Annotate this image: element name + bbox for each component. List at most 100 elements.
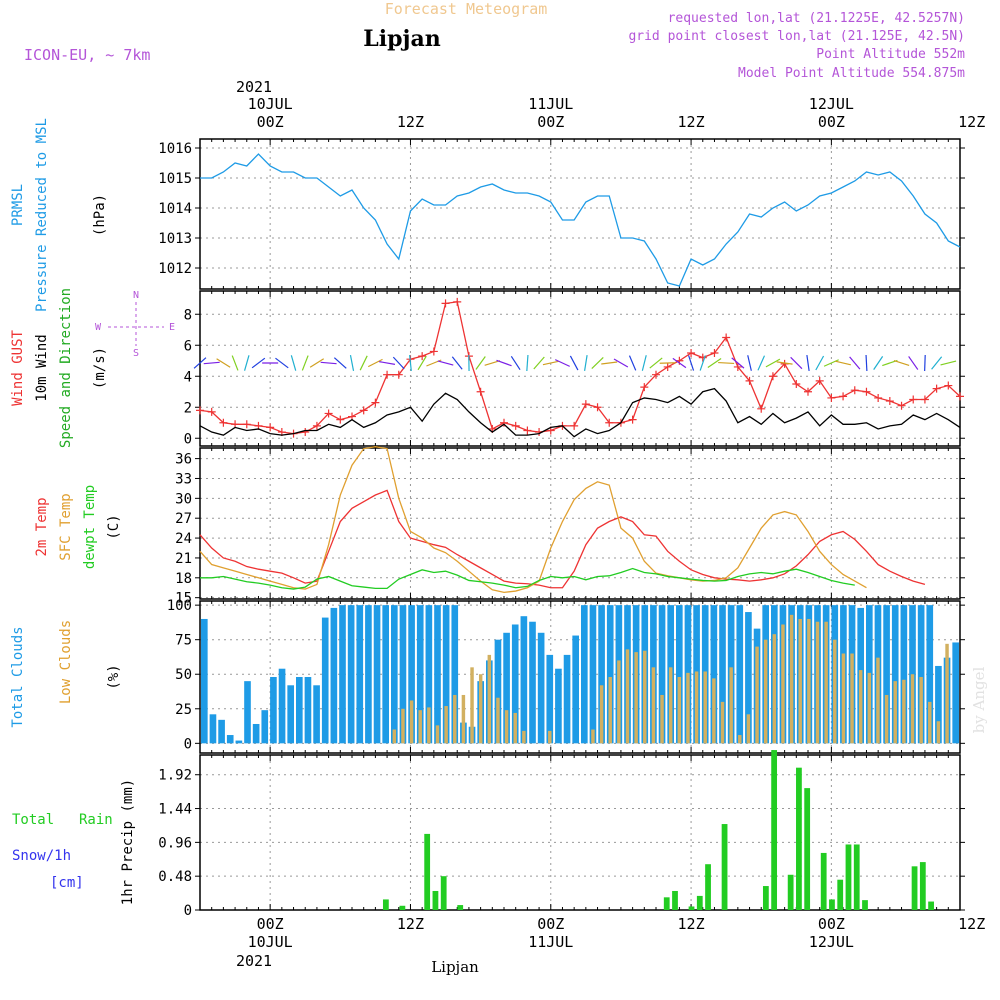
bar-low-cloud [902,679,906,744]
ytick-label: 18 [175,571,192,587]
gust-marker [429,347,438,356]
bar-low-cloud [919,677,923,744]
panel-3: 15 18 21 24 27 30 33 36 [175,446,965,607]
ytick-label: 50 [175,667,192,683]
speed-dir-label: Speed and Direction [58,288,74,448]
bar-total-cloud [261,710,269,744]
ytick-label: 4 [184,369,192,385]
wind-arrow [873,356,884,370]
wind-arrow [591,357,604,369]
bar-low-cloud [833,639,837,744]
wind-arrow [301,355,309,371]
gust-marker [885,397,894,406]
gust-marker [301,428,310,437]
bar-low-cloud [591,729,595,744]
bottom-date-label: 10JUL [248,933,293,951]
panel-2: 0 2 4 6 8 [184,290,965,447]
gust-marker [418,352,427,361]
ytick-label: 30 [175,491,192,507]
wind-arrow [333,357,347,369]
gust-marker [476,387,485,396]
wind-arrow [747,355,752,371]
bar-total-cloud [537,632,545,744]
ytick-label: 1015 [158,171,192,187]
gust-marker [874,393,883,402]
wind-arrow [203,361,220,365]
bar-low-cloud [504,710,509,744]
compass-n: N [133,290,139,301]
bar-low-cloud [858,670,863,744]
gust-label: Wind GUST [10,330,26,406]
bar-low-cloud [755,646,759,744]
bar-total-cloud [399,605,407,744]
gust-marker [745,376,754,385]
bar-low-cloud [496,697,500,744]
bar-low-cloud [876,657,880,744]
bar-low-cloud [651,667,656,744]
gust-marker [523,426,532,435]
ytick-label: 0.96 [158,835,192,851]
bar-rain [721,824,728,910]
wind-arrow [776,361,793,365]
ytick-label: 1.92 [158,768,192,784]
rain-labels: Total Rain Snow/1h [cm] 1hr Precip (mm) [12,779,136,905]
bar-rain [696,895,703,910]
pressure-labels: PRMSL Pressure Reduced to MSL (hPa) [10,118,108,312]
gust-marker [792,380,801,388]
wind-arrow [451,356,463,370]
wind-labels: Wind GUST 10m Wind Speed and Direction (… [10,288,175,448]
bar-rain [911,866,918,910]
10m-wind-label: 10m Wind [34,334,50,401]
gust-marker [768,372,777,381]
bar-total-cloud [589,605,597,744]
bar-low-cloud [643,650,647,744]
wind-arrow [718,361,735,365]
bar-rain [820,852,827,910]
gust-marker [453,297,462,306]
bar-low-cloud [660,694,664,744]
ytick-label: 0 [184,903,192,919]
bar-low-cloud [392,729,397,744]
gust-marker [710,349,719,357]
bar-total-cloud [408,605,415,744]
precip-axis-label: 1hr Precip (mm) [120,779,136,905]
bar-total-cloud [883,605,890,744]
bar-low-cloud [617,660,621,744]
bar-low-cloud [798,618,802,744]
bar-low-cloud [625,649,630,744]
wind-arrow [628,355,637,371]
top-hour-label: 12Z [397,113,424,131]
bar-low-cloud [608,677,612,744]
gust-marker [371,398,380,407]
series-prmsl [200,153,961,287]
top-hour-label: 00Z [818,113,845,131]
bar-low-cloud [884,694,889,744]
wind-arrow [649,357,663,369]
bar-low-cloud [435,725,440,744]
gridpoint-coords: grid point closest lon,lat (21.125E, 42.… [628,29,965,44]
bar-total-cloud [382,605,389,744]
gust-marker [628,415,637,424]
bar-total-cloud [416,605,424,744]
wind-arrow [790,356,803,370]
bar-low-cloud [694,671,699,744]
gust-marker [827,393,836,402]
gust-marker [219,418,228,427]
bar-low-cloud [487,654,492,744]
wind-arrow [672,357,687,369]
ytick-label: 1.44 [158,802,192,818]
bar-total-cloud [909,605,916,744]
wind-arrow [437,360,454,366]
gust-marker [581,400,590,409]
bar-low-cloud [936,721,941,744]
bottom-hour-label: 00Z [537,915,564,933]
bar-low-cloud [677,677,682,744]
bar-total-cloud [235,740,243,744]
panel-4: 0 25 50 75 100 [167,598,965,754]
wind-arrow [908,356,919,370]
wind-arrow [526,354,529,372]
wind-arrow [216,358,231,368]
bar-total-cloud [546,654,554,744]
gust-marker [757,404,766,413]
panel-1: 1012 1013 1014 1015 1016 [158,138,965,290]
